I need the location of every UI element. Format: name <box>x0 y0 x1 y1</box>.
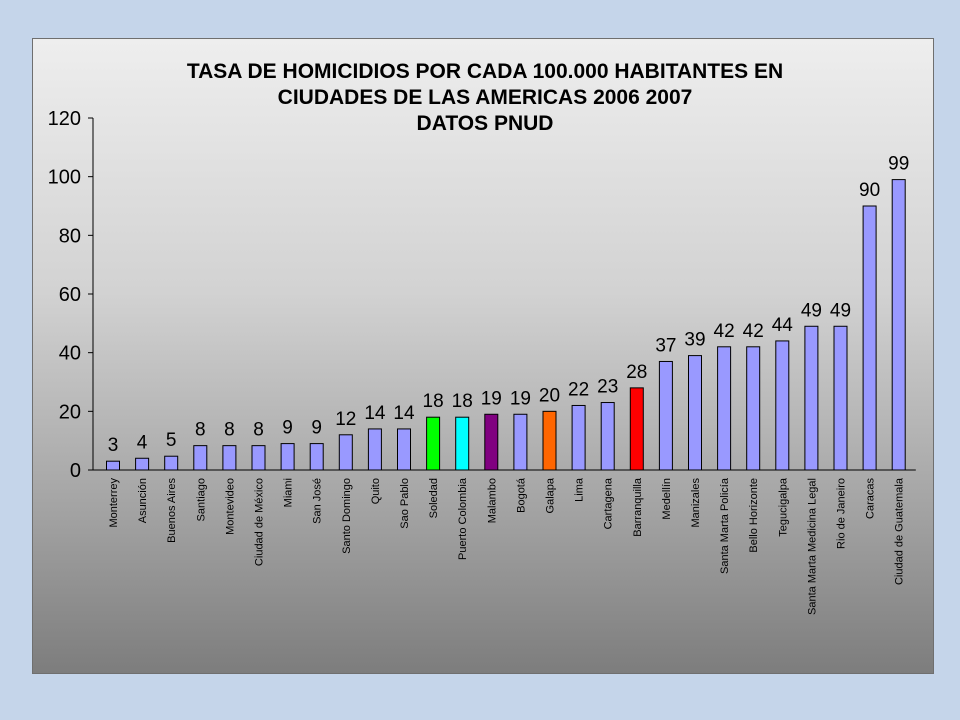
category-label: Tegucigalpa <box>777 477 789 537</box>
data-label: 12 <box>335 409 356 430</box>
data-label: 8 <box>253 420 264 441</box>
chart-title-line-2: CIUDADES DE LAS AMERICAS 2006 2007 <box>278 86 693 109</box>
data-label: 28 <box>626 362 647 383</box>
category-label: Bogotá <box>515 477 527 513</box>
category-label: Miami <box>283 478 295 507</box>
category-label: Asunción <box>137 478 149 523</box>
bar <box>135 457 150 471</box>
category-label: Quito <box>370 478 382 504</box>
category-label: Malambo <box>486 478 498 523</box>
category-label: Lima <box>574 477 586 502</box>
category-label: Ciudad de Guatemala <box>894 477 906 585</box>
y-tick-label: 20 <box>59 401 81 423</box>
bar <box>426 416 441 471</box>
bar <box>571 404 586 471</box>
category-label: Santa Marta Medicina Legal <box>806 478 818 615</box>
bar <box>455 416 470 471</box>
data-label: 20 <box>539 385 560 406</box>
y-tick-label: 120 <box>48 108 81 130</box>
category-label: Barranquilla <box>632 477 644 537</box>
chart-frame: TASA DE HOMICIDIOS POR CADA 100.000 HABI… <box>32 38 934 674</box>
bar <box>164 455 179 471</box>
bar <box>193 445 208 471</box>
category-label: Santiago <box>195 478 207 521</box>
data-label: 90 <box>859 180 880 201</box>
category-label: Galapa <box>545 477 557 513</box>
bar <box>833 325 848 471</box>
bar <box>222 445 237 471</box>
data-label: 19 <box>510 388 531 409</box>
bar <box>542 410 557 471</box>
data-label: 8 <box>195 420 206 441</box>
data-label: 8 <box>224 420 235 441</box>
data-label: 49 <box>801 300 822 321</box>
data-label: 42 <box>714 321 735 342</box>
bar <box>309 443 324 471</box>
bar <box>513 413 528 471</box>
y-tick-label: 40 <box>59 343 81 365</box>
chart-svg: TASA DE HOMICIDIOS POR CADA 100.000 HABI… <box>48 60 916 615</box>
category-label: Montevideo <box>224 478 236 535</box>
category-label: Ciudad de México <box>254 478 266 566</box>
data-label: 37 <box>655 335 676 356</box>
chart-title-line-3: DATOS PNUD <box>417 112 554 135</box>
category-label: Santa Marta Policía <box>719 477 731 574</box>
data-label: 14 <box>364 403 386 424</box>
category-label: Rio de Janeiro <box>836 478 848 549</box>
bar <box>804 325 819 471</box>
bar <box>600 402 615 471</box>
bar <box>280 443 295 471</box>
data-label: 18 <box>452 391 473 412</box>
data-label: 18 <box>423 391 444 412</box>
data-label: 44 <box>772 315 794 336</box>
data-label: 4 <box>137 432 148 453</box>
data-label: 5 <box>166 430 177 451</box>
bar <box>775 340 790 471</box>
category-label: Cartagena <box>603 477 615 529</box>
bar <box>484 413 499 471</box>
category-label: Soledad <box>428 478 440 518</box>
y-tick-label: 0 <box>70 460 81 482</box>
data-label: 9 <box>311 418 322 439</box>
data-label: 23 <box>597 377 618 398</box>
bar <box>891 179 906 471</box>
bar <box>717 346 732 471</box>
data-label: 9 <box>282 418 293 439</box>
data-label: 99 <box>888 154 909 175</box>
category-label: San José <box>312 478 324 524</box>
y-tick-label: 80 <box>59 225 81 247</box>
category-label: Bello Horizonte <box>748 478 760 553</box>
data-label: 22 <box>568 379 589 400</box>
data-label: 14 <box>393 403 415 424</box>
chart-title-line-1: TASA DE HOMICIDIOS POR CADA 100.000 HABI… <box>187 60 783 83</box>
bar <box>629 387 644 471</box>
chart-title: TASA DE HOMICIDIOS POR CADA 100.000 HABI… <box>187 60 783 135</box>
plot-area: 0 20 40 60 80 100 120 3 Monterrey 4 Asunción 5 Bueno… <box>48 108 916 615</box>
bar <box>251 445 266 471</box>
bar <box>367 428 382 471</box>
data-label: 19 <box>481 388 502 409</box>
category-label: Santo Domingo <box>341 478 353 554</box>
data-label: 3 <box>108 435 119 456</box>
bar <box>688 355 702 471</box>
data-label: 42 <box>743 321 764 342</box>
category-label: Buenos Aires <box>166 478 178 543</box>
category-label: Monterrey <box>108 478 120 528</box>
category-label: Sao Pablo <box>399 478 411 529</box>
bar <box>106 460 120 471</box>
data-label: 39 <box>684 330 705 351</box>
data-label: 49 <box>830 300 851 321</box>
y-tick-label: 100 <box>48 167 81 189</box>
category-label: Caracas <box>865 478 877 519</box>
bar <box>338 434 353 471</box>
y-tick-label: 60 <box>59 284 81 306</box>
bar <box>862 205 877 471</box>
bar <box>746 346 761 471</box>
category-label: Puerto Colombia <box>457 477 469 560</box>
category-label: Manizales <box>690 478 702 528</box>
bar <box>397 428 411 471</box>
bar <box>658 360 673 471</box>
category-label: Medellín <box>661 478 673 520</box>
